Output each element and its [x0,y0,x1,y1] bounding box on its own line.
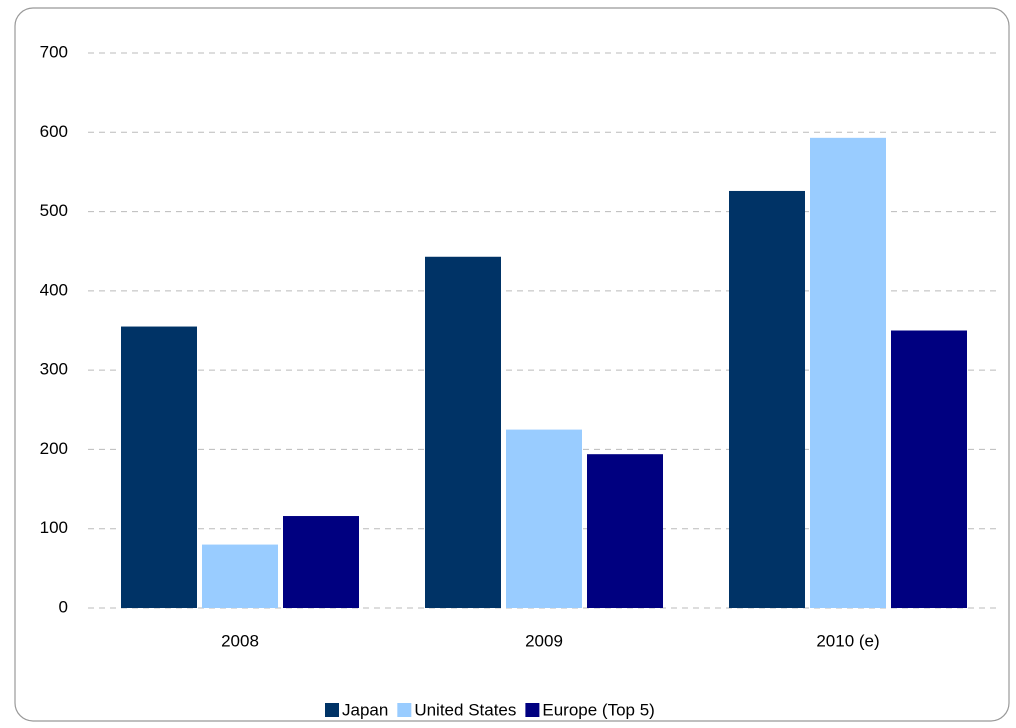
bar [121,326,197,608]
bar [891,330,967,608]
bar [729,190,805,608]
x-tick-label: 2009 [525,631,563,650]
legend-label: Europe (Top 5) [542,700,654,719]
legend-swatch [397,703,412,717]
chart-frame [14,7,1010,722]
x-tick-label: 2010 (e) [816,631,879,650]
y-tick-label: 500 [40,201,68,220]
y-tick-label: 400 [40,280,68,299]
bar [283,516,359,608]
legend-swatch [325,703,339,717]
y-tick-label: 300 [40,360,68,379]
bar [506,429,582,608]
legend-swatch [525,703,540,717]
y-tick-label: 100 [40,518,68,537]
x-tick-label: 2008 [221,631,259,650]
bar [425,256,501,608]
bar [810,137,886,609]
y-tick-label: 0 [59,597,68,616]
bar [587,454,663,608]
y-tick-label: 600 [40,122,68,141]
legend-label: United States [414,700,516,719]
y-tick-label: 200 [40,439,68,458]
y-tick-label: 700 [40,42,68,61]
bar [202,544,278,608]
legend-label: Japan [342,700,388,719]
